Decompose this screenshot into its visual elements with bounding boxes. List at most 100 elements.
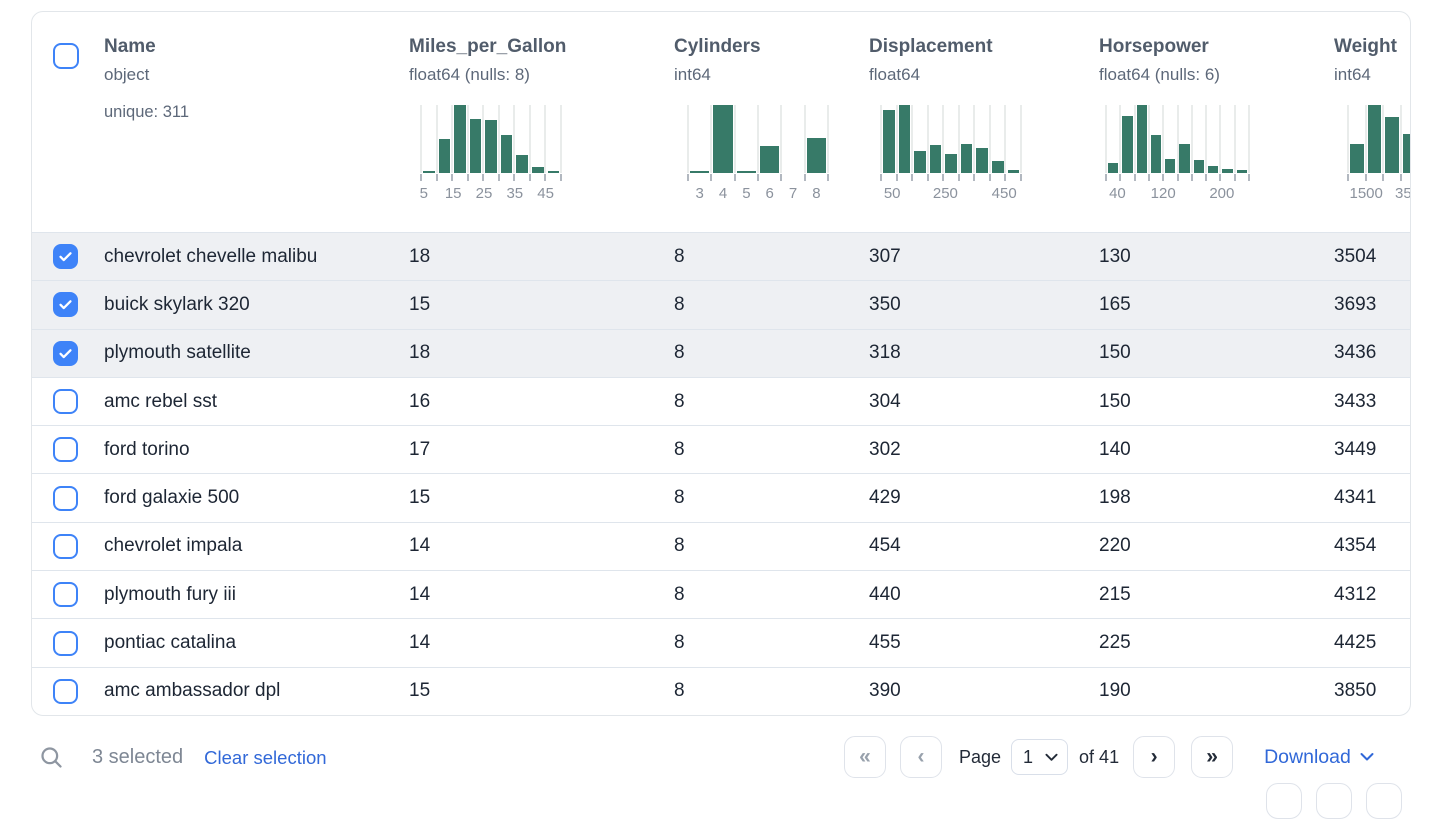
cell-name: plymouth fury iii xyxy=(104,583,236,605)
cell-name: buick skylark 320 xyxy=(104,293,250,315)
histogram-miles-per-gallon: 5 15 25 35 45 xyxy=(420,105,562,203)
column-title: Cylinders xyxy=(674,36,761,57)
select-all-cell xyxy=(32,12,97,232)
row-checkbox[interactable] xyxy=(53,244,78,270)
previous-page-button[interactable]: ‹ xyxy=(900,736,942,778)
cell-cylinders: 8 xyxy=(674,342,685,364)
cell-weight: 4354 xyxy=(1334,535,1377,557)
row-checkbox[interactable] xyxy=(53,533,78,559)
cell-name: amc rebel sst xyxy=(104,390,217,412)
cell-miles-per-gallon: 14 xyxy=(409,583,431,605)
table-row: chevrolet impala 14 8 454 220 4354 xyxy=(32,521,1410,570)
row-checkbox[interactable] xyxy=(53,630,78,656)
row-select-cell xyxy=(32,233,97,280)
data-grid: Name object unique: 311 Miles_per_Gallon… xyxy=(31,11,1411,716)
cell-displacement: 307 xyxy=(869,245,901,267)
select-all-checkbox[interactable] xyxy=(53,43,79,69)
row-checkbox[interactable] xyxy=(53,485,78,511)
cell-cylinders: 8 xyxy=(674,535,685,557)
table-row: ford torino 17 8 302 140 3449 xyxy=(32,425,1410,473)
cell-cylinders: 8 xyxy=(674,390,685,412)
cell-horsepower: 220 xyxy=(1099,535,1131,557)
row-select-cell xyxy=(32,378,97,425)
cell-name: chevrolet impala xyxy=(104,535,243,557)
row-checkbox[interactable] xyxy=(53,292,78,318)
row-select-cell xyxy=(32,571,97,618)
cell-horsepower: 150 xyxy=(1099,342,1131,364)
table-row: plymouth fury iii 14 8 440 215 4312 xyxy=(32,570,1410,618)
search-icon[interactable] xyxy=(38,744,65,771)
cell-displacement: 350 xyxy=(869,293,901,315)
cell-displacement: 304 xyxy=(869,390,901,412)
cell-name: chevrolet chevelle malibu xyxy=(104,245,318,267)
clipped-button[interactable] xyxy=(1366,783,1402,819)
column-header-name[interactable]: Name object unique: 311 xyxy=(97,12,402,232)
clipped-button[interactable] xyxy=(1266,783,1302,819)
next-page-button[interactable]: › xyxy=(1133,736,1176,778)
column-dtype: float64 (nulls: 6) xyxy=(1099,65,1220,84)
footer-selection-area: 3 selected Clear selection xyxy=(38,744,327,771)
cell-displacement: 318 xyxy=(869,342,901,364)
cell-cylinders: 8 xyxy=(674,632,685,654)
cell-miles-per-gallon: 17 xyxy=(409,438,431,460)
column-header-weight[interactable]: Weight int64 15003500 xyxy=(1327,12,1410,232)
column-unique-stat: unique: 311 xyxy=(104,103,190,121)
column-header-miles-per-gallon[interactable]: Miles_per_Gallon float64 (nulls: 8) 5 15 2… xyxy=(402,12,667,232)
cell-miles-per-gallon: 18 xyxy=(409,245,431,267)
cell-horsepower: 140 xyxy=(1099,438,1131,460)
row-select-cell xyxy=(32,619,97,666)
cell-miles-per-gallon: 14 xyxy=(409,632,431,654)
cell-displacement: 429 xyxy=(869,487,901,509)
cell-weight: 4425 xyxy=(1334,632,1377,654)
cell-name: amc ambassador dpl xyxy=(104,680,281,702)
cell-miles-per-gallon: 16 xyxy=(409,390,431,412)
row-select-cell xyxy=(32,281,97,328)
table-row: pontiac catalina 14 8 455 225 4425 xyxy=(32,618,1410,666)
cell-horsepower: 150 xyxy=(1099,390,1131,412)
column-dtype: int64 xyxy=(674,65,711,84)
table-row: buick skylark 320 15 8 350 165 3693 xyxy=(32,280,1410,329)
column-dtype: int64 xyxy=(1334,65,1371,84)
row-checkbox[interactable] xyxy=(53,389,78,415)
selected-count: 3 selected xyxy=(92,746,184,768)
column-header-horsepower[interactable]: Horsepower float64 (nulls: 6) 40 120 200 xyxy=(1092,12,1327,232)
row-select-cell xyxy=(32,330,97,377)
cell-weight: 3436 xyxy=(1334,342,1377,364)
row-checkbox[interactable] xyxy=(53,582,78,608)
cell-miles-per-gallon: 14 xyxy=(409,535,431,557)
last-page-button[interactable]: » xyxy=(1191,736,1234,778)
table-row: amc rebel sst 16 8 304 150 3433 xyxy=(32,376,1410,425)
cell-weight: 4312 xyxy=(1334,583,1377,605)
cell-name: plymouth satellite xyxy=(104,342,251,364)
cell-miles-per-gallon: 15 xyxy=(409,293,431,315)
column-title: Weight xyxy=(1334,36,1397,57)
table-row: ford galaxie 500 15 8 429 198 4341 xyxy=(32,473,1410,521)
cell-weight: 4341 xyxy=(1334,487,1377,509)
cell-cylinders: 8 xyxy=(674,487,685,509)
histogram-displacement: 50 250 450 xyxy=(880,105,1022,203)
download-button[interactable]: Download xyxy=(1264,746,1374,769)
cell-cylinders: 8 xyxy=(674,293,685,315)
cell-weight: 3449 xyxy=(1334,438,1377,460)
row-checkbox[interactable] xyxy=(53,437,78,463)
cell-weight: 3504 xyxy=(1334,245,1377,267)
cell-miles-per-gallon: 15 xyxy=(409,487,431,509)
page-select[interactable]: 1 xyxy=(1011,739,1069,775)
cell-weight: 3850 xyxy=(1334,680,1377,702)
clipped-button[interactable] xyxy=(1316,783,1352,819)
cell-displacement: 454 xyxy=(869,535,901,557)
row-checkbox[interactable] xyxy=(53,678,78,704)
column-title: Displacement xyxy=(869,36,993,57)
cell-displacement: 302 xyxy=(869,438,901,460)
column-dtype: float64 xyxy=(869,65,921,84)
clear-selection-link[interactable]: Clear selection xyxy=(204,746,327,768)
column-dtype: object xyxy=(104,65,150,84)
row-select-cell xyxy=(32,668,97,715)
histogram-weight: 15003500 xyxy=(1347,105,1410,203)
cell-cylinders: 8 xyxy=(674,583,685,605)
table-row: plymouth satellite 18 8 318 150 3436 xyxy=(32,328,1410,377)
row-checkbox[interactable] xyxy=(53,340,78,366)
first-page-button[interactable]: « xyxy=(844,736,886,778)
column-header-displacement[interactable]: Displacement float64 50 250 450 xyxy=(862,12,1092,232)
